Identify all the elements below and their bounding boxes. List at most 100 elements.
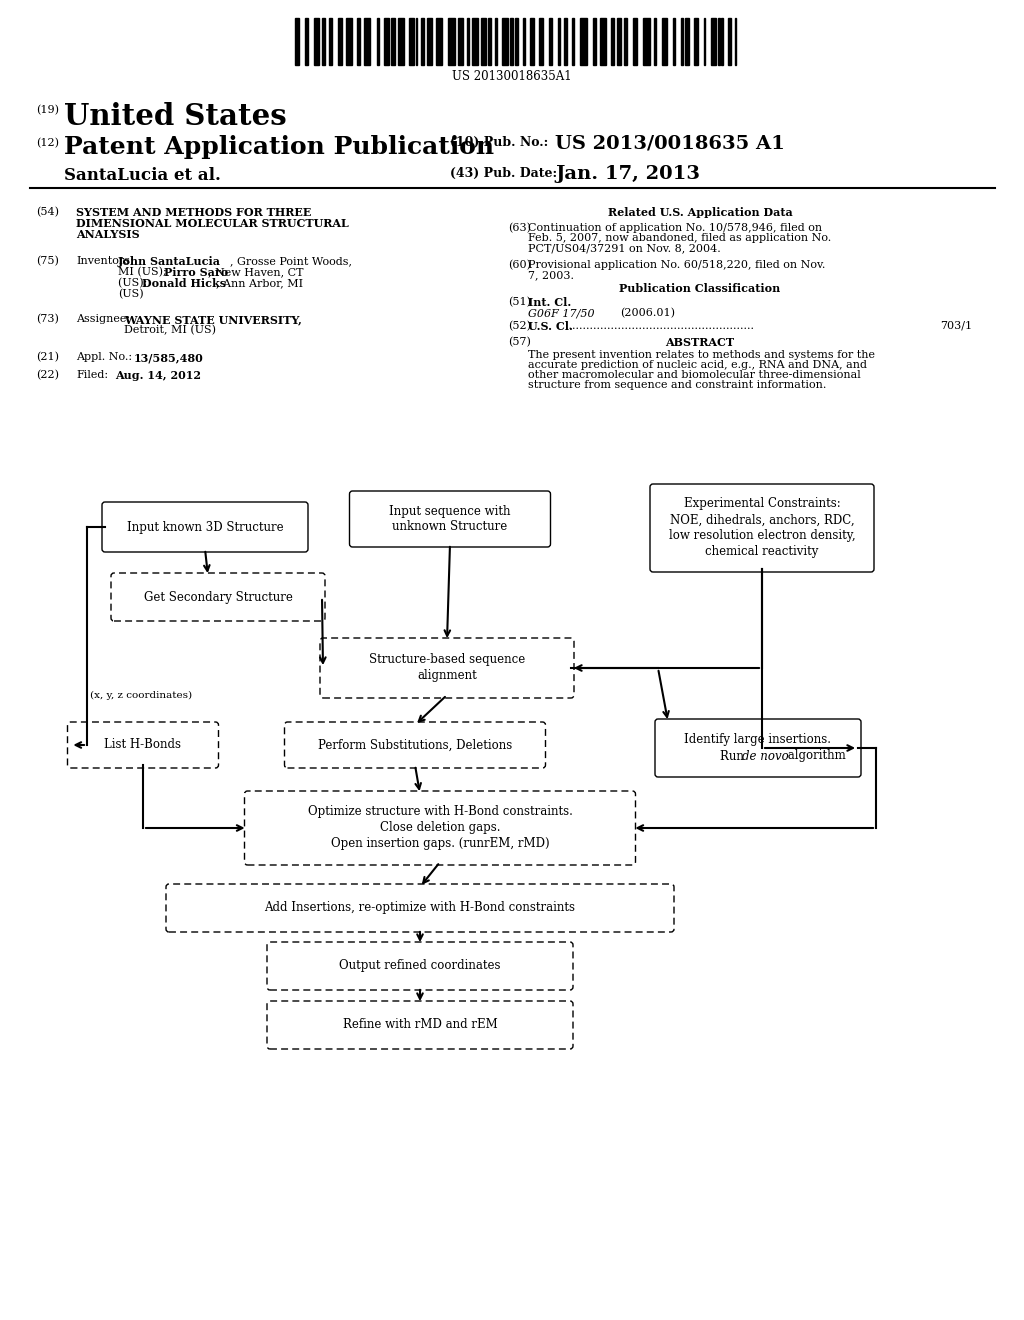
FancyBboxPatch shape (111, 573, 325, 620)
Text: Add Insertions, re-optimize with H-Bond constraints: Add Insertions, re-optimize with H-Bond … (264, 902, 575, 915)
Text: DIMENSIONAL MOLECULAR STRUCTURAL: DIMENSIONAL MOLECULAR STRUCTURAL (76, 218, 349, 228)
Bar (703, 18, 706, 65)
Text: Feb. 5, 2007, now abandoned, filed as application No.: Feb. 5, 2007, now abandoned, filed as ap… (528, 234, 831, 243)
Text: (10) Pub. No.:: (10) Pub. No.: (450, 136, 548, 149)
FancyBboxPatch shape (319, 638, 574, 698)
FancyBboxPatch shape (68, 722, 218, 768)
Bar (624, 18, 627, 65)
Text: Publication Classification: Publication Classification (620, 282, 780, 294)
Bar (549, 18, 552, 65)
Bar (694, 18, 698, 65)
Text: US 20130018635A1: US 20130018635A1 (453, 70, 571, 83)
Bar (481, 18, 486, 65)
Text: Perform Substitutions, Deletions: Perform Substitutions, Deletions (317, 738, 512, 751)
Text: G06F 17/50: G06F 17/50 (528, 308, 595, 318)
Text: (43) Pub. Date:: (43) Pub. Date: (450, 168, 557, 180)
Text: WAYNE STATE UNIVERSITY,: WAYNE STATE UNIVERSITY, (124, 314, 302, 325)
Text: Input known 3D Structure: Input known 3D Structure (127, 520, 284, 533)
Bar (338, 18, 342, 65)
Bar (295, 18, 299, 65)
Text: John SantaLucia: John SantaLucia (118, 256, 221, 267)
Bar (711, 18, 716, 65)
Text: other macromolecular and biomolecular three-dimensional: other macromolecular and biomolecular th… (528, 370, 861, 380)
Text: United States: United States (63, 102, 287, 131)
FancyBboxPatch shape (102, 502, 308, 552)
Text: Experimental Constraints:
NOE, dihedrals, anchors, RDC,
low resolution electron : Experimental Constraints: NOE, dihedrals… (669, 498, 855, 558)
Bar (365, 18, 371, 65)
FancyBboxPatch shape (166, 884, 674, 932)
FancyBboxPatch shape (655, 719, 861, 777)
Bar (357, 18, 359, 65)
Bar (416, 18, 418, 65)
Bar (510, 18, 513, 65)
Text: 13/585,480: 13/585,480 (134, 352, 204, 363)
Bar (734, 18, 736, 65)
Text: (60): (60) (508, 260, 531, 271)
Text: SantaLucia et al.: SantaLucia et al. (63, 168, 221, 183)
Bar (436, 18, 442, 65)
Bar (322, 18, 326, 65)
Bar (616, 18, 622, 65)
Text: ANALYSIS: ANALYSIS (76, 228, 139, 240)
Bar (673, 18, 675, 65)
Text: ......................................................: ........................................… (565, 321, 754, 331)
Text: Pirro Saro: Pirro Saro (164, 267, 228, 279)
Text: (57): (57) (508, 337, 530, 347)
FancyBboxPatch shape (349, 491, 551, 546)
Text: Provisional application No. 60/518,220, filed on Nov.: Provisional application No. 60/518,220, … (528, 260, 825, 271)
Text: Detroit, MI (US): Detroit, MI (US) (124, 325, 216, 335)
Text: PCT/US04/37291 on Nov. 8, 2004.: PCT/US04/37291 on Nov. 8, 2004. (528, 243, 721, 253)
Text: (21): (21) (36, 352, 59, 362)
Text: (2006.01): (2006.01) (620, 308, 675, 318)
Text: (63): (63) (508, 223, 531, 234)
Bar (529, 18, 535, 65)
Bar (564, 18, 567, 65)
FancyBboxPatch shape (650, 484, 874, 572)
Bar (345, 18, 351, 65)
Text: Get Secondary Structure: Get Secondary Structure (143, 590, 293, 603)
Text: , Grosse Point Woods,: , Grosse Point Woods, (230, 256, 352, 267)
FancyBboxPatch shape (267, 1001, 573, 1049)
FancyBboxPatch shape (285, 722, 546, 768)
Bar (718, 18, 720, 65)
Text: Filed:: Filed: (76, 370, 109, 380)
Text: (75): (75) (36, 256, 58, 267)
Text: Assignee:: Assignee: (76, 314, 130, 323)
Bar (467, 18, 469, 65)
Text: Continuation of application No. 10/578,946, filed on: Continuation of application No. 10/578,9… (528, 223, 822, 234)
Bar (685, 18, 689, 65)
Bar (410, 18, 414, 65)
Text: (x, y, z coordinates): (x, y, z coordinates) (90, 690, 193, 700)
Bar (313, 18, 318, 65)
Bar (581, 18, 587, 65)
Text: US 2013/0018635 A1: US 2013/0018635 A1 (555, 135, 784, 152)
FancyBboxPatch shape (245, 791, 636, 865)
Bar (558, 18, 560, 65)
Text: 703/1: 703/1 (940, 321, 972, 331)
Text: algorithm: algorithm (784, 750, 846, 763)
Bar (502, 18, 508, 65)
Bar (654, 18, 655, 65)
Text: Output refined coordinates: Output refined coordinates (339, 960, 501, 973)
Text: (73): (73) (36, 314, 58, 325)
Text: , Ann Arbor, MI: , Ann Arbor, MI (216, 279, 303, 288)
Text: SYSTEM AND METHODS FOR THREE: SYSTEM AND METHODS FOR THREE (76, 207, 311, 218)
Bar (427, 18, 431, 65)
Text: ABSTRACT: ABSTRACT (666, 337, 734, 348)
FancyBboxPatch shape (267, 942, 573, 990)
Bar (571, 18, 574, 65)
Text: Jan. 17, 2013: Jan. 17, 2013 (555, 165, 700, 183)
Text: (54): (54) (36, 207, 59, 218)
Text: (52): (52) (508, 321, 531, 331)
Text: The present invention relates to methods and systems for the: The present invention relates to methods… (528, 350, 874, 360)
Text: Refine with rMD and rEM: Refine with rMD and rEM (343, 1019, 498, 1031)
Text: (19): (19) (36, 106, 59, 115)
Bar (593, 18, 596, 65)
Bar (305, 18, 308, 65)
Bar (488, 18, 490, 65)
Bar (600, 18, 606, 65)
Bar (662, 18, 668, 65)
Text: Aug. 14, 2012: Aug. 14, 2012 (115, 370, 201, 381)
Bar (472, 18, 477, 65)
Bar (391, 18, 395, 65)
